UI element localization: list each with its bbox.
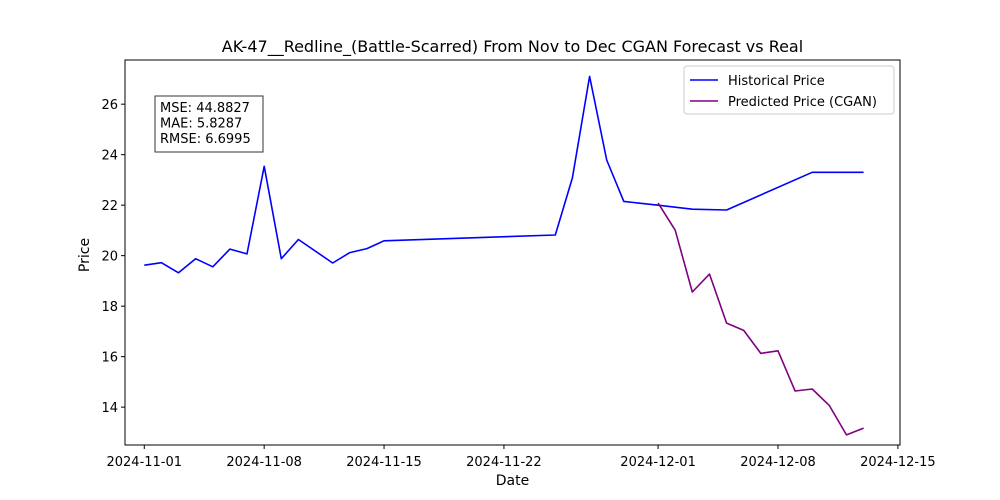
y-tick-label: 22: [101, 199, 118, 214]
x-tick-label: 2024-12-01: [620, 455, 696, 470]
y-tick-label: 20: [101, 250, 118, 265]
legend: Historical Price Predicted Price (CGAN): [683, 65, 895, 115]
predicted-price-line: [657, 202, 864, 436]
x-tick-label: 2024-11-15: [346, 455, 422, 470]
x-axis: 2024-11-01 2024-11-08 2024-11-15 2024-11-22…: [106, 445, 936, 470]
metric-text: MSE: 44.8827: [160, 101, 250, 116]
x-tick-label: 2024-12-08: [740, 455, 816, 470]
metric-text: RMSE: 6.6995: [160, 132, 251, 147]
plot-frame: [124, 59, 901, 446]
y-tick-label: 26: [101, 98, 118, 113]
y-tick-label: 18: [101, 300, 118, 315]
y-axis-label: Price: [77, 238, 93, 272]
y-tick-label: 24: [101, 149, 118, 164]
legend-frame: [683, 65, 895, 115]
y-tick-label: 14: [101, 401, 118, 416]
legend-label: Predicted Price (CGAN): [728, 95, 877, 110]
chart-title: AK-47__Redline_(Battle-Scarred) From Nov…: [222, 37, 803, 57]
metrics-box-frame: [154, 95, 264, 153]
legend-label: Historical Price: [728, 74, 825, 89]
x-tick-label: 2024-11-08: [226, 455, 302, 470]
x-axis-label: Date: [496, 473, 529, 489]
plot-area: [124, 59, 901, 446]
series-layer: [144, 75, 864, 436]
metric-text: MAE: 5.8287: [160, 117, 242, 132]
y-tick-label: 16: [101, 351, 118, 366]
x-tick-label: 2024-11-01: [106, 455, 182, 470]
y-axis: 14 16 18 20 22 24 26: [101, 98, 125, 416]
historical-price-line: [144, 75, 864, 274]
x-tick-label: 2024-12-15: [860, 455, 936, 470]
x-tick-label: 2024-11-22: [466, 455, 542, 470]
